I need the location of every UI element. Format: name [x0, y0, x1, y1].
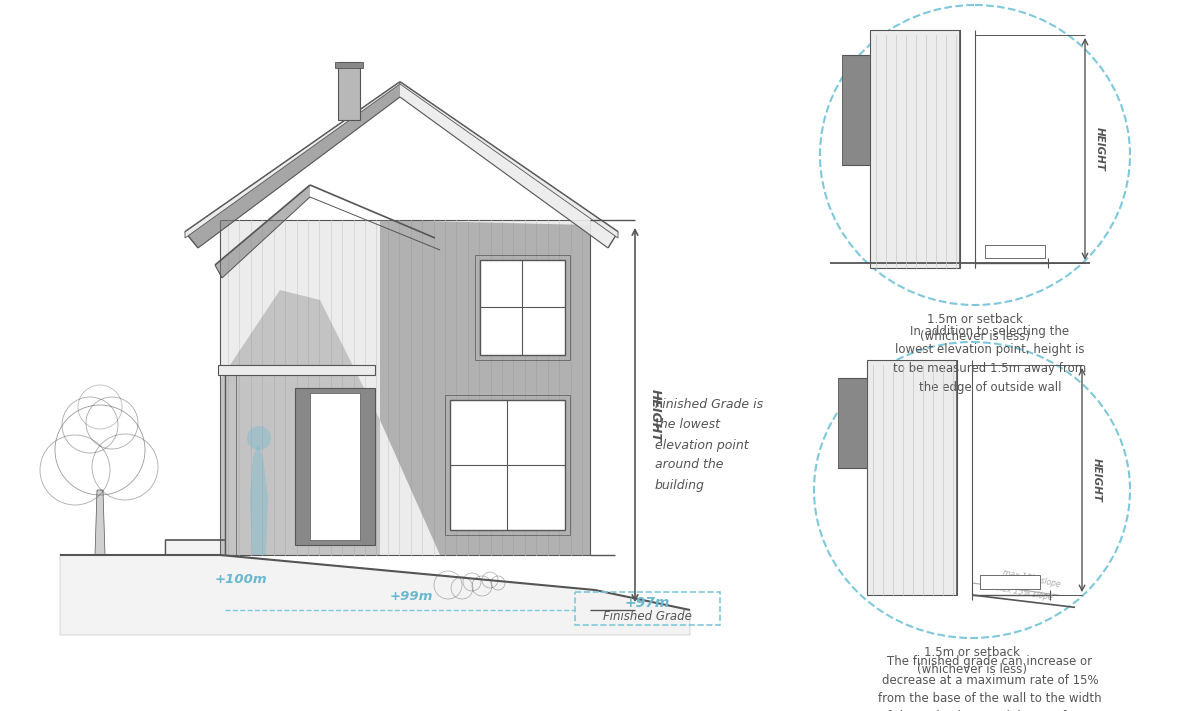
Text: max 15% slope: max 15% slope [994, 583, 1054, 602]
Text: HEIGHT: HEIGHT [1092, 458, 1102, 502]
Text: +100m: +100m [215, 573, 268, 586]
Polygon shape [338, 62, 360, 120]
Polygon shape [870, 30, 960, 268]
Text: HEIGHT: HEIGHT [1096, 127, 1105, 171]
Polygon shape [400, 82, 618, 248]
Polygon shape [310, 393, 360, 540]
Text: +99m: +99m [390, 590, 433, 603]
Text: 1.5m or setback
(whichever is less): 1.5m or setback (whichever is less) [917, 646, 1027, 676]
Polygon shape [220, 220, 590, 555]
Polygon shape [215, 185, 310, 278]
Polygon shape [95, 490, 106, 555]
Polygon shape [250, 444, 268, 555]
Text: The finished grade can increase or
decrease at a maximum rate of 15%
from the ba: The finished grade can increase or decre… [878, 655, 1102, 711]
Polygon shape [185, 82, 400, 248]
Polygon shape [866, 360, 958, 595]
Polygon shape [220, 290, 380, 555]
Polygon shape [838, 378, 866, 468]
Text: +97m: +97m [625, 596, 670, 610]
Text: HEIGHT: HEIGHT [648, 389, 661, 442]
Text: max 15% slope: max 15% slope [1002, 568, 1061, 589]
Polygon shape [380, 220, 590, 555]
Polygon shape [980, 575, 1040, 589]
Text: In addition to selecting the
lowest elevation point, height is
to be measured 1.: In addition to selecting the lowest elev… [893, 325, 1087, 393]
Polygon shape [400, 82, 618, 238]
Polygon shape [985, 245, 1045, 258]
Polygon shape [335, 62, 364, 68]
Polygon shape [450, 400, 565, 530]
Circle shape [247, 426, 271, 450]
Polygon shape [295, 388, 374, 545]
Text: Finished Grade: Finished Grade [604, 610, 692, 623]
Text: 1.5m or setback
(whichever is less): 1.5m or setback (whichever is less) [920, 313, 1030, 343]
Text: Finished Grade is
the lowest
elevation point
around the
building: Finished Grade is the lowest elevation p… [655, 398, 763, 491]
Polygon shape [185, 82, 400, 238]
Polygon shape [842, 55, 870, 165]
Polygon shape [60, 540, 690, 635]
Polygon shape [218, 365, 374, 375]
Polygon shape [480, 260, 565, 355]
